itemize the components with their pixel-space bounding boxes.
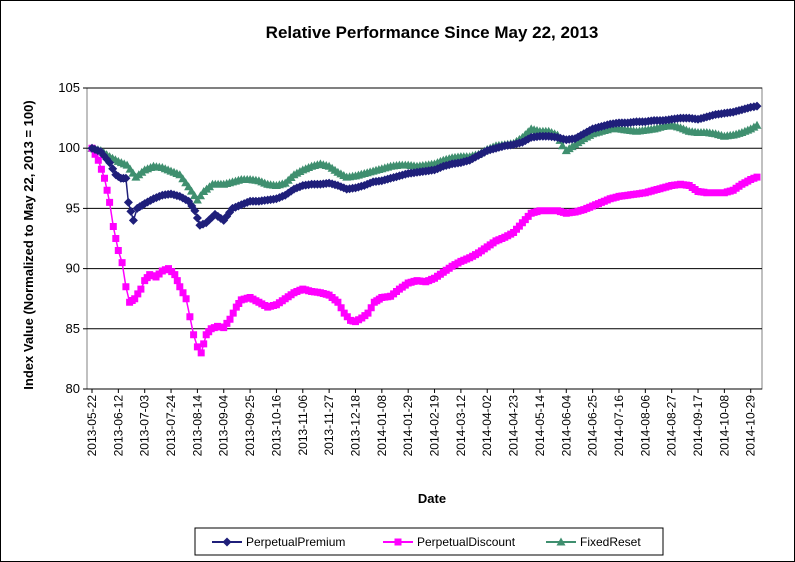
legend-marker — [222, 537, 232, 547]
legend-label: FixedReset — [580, 535, 641, 549]
x-tick-label: 2013-05-22 — [85, 395, 99, 457]
x-tick-label: 2014-07-16 — [612, 395, 626, 457]
legend-box — [194, 527, 664, 556]
legend-label: PerpetualPremium — [246, 535, 345, 549]
x-tick-label: 2013-08-14 — [190, 395, 204, 457]
x-tick-label: 2014-05-14 — [533, 395, 547, 457]
x-tick-label: 2014-08-27 — [665, 395, 679, 457]
x-tick-label: 2014-10-29 — [744, 395, 758, 457]
x-tick-label: 2013-09-25 — [243, 395, 257, 457]
x-tick-label: 2014-09-17 — [691, 395, 705, 457]
x-tick-label: 2014-06-04 — [559, 395, 573, 457]
series-markers — [87, 120, 762, 204]
legend-marker — [394, 538, 402, 546]
x-tick-label: 2014-10-08 — [717, 395, 731, 457]
y-axis-title: Index Value (Normalized to May 22, 2013 … — [21, 100, 36, 389]
series-FixedReset — [87, 120, 762, 204]
legend-label: PerpetualDiscount — [417, 535, 516, 549]
x-axis-title: Date — [418, 491, 446, 506]
series-layer — [87, 101, 762, 357]
gridlines — [87, 87, 762, 390]
y-tick-label: 100 — [58, 140, 80, 155]
x-tick-label: 2014-04-02 — [480, 395, 494, 457]
series-markers — [88, 144, 761, 357]
y-tick-label: 85 — [66, 321, 80, 336]
series-PerpetualPremium — [87, 101, 762, 230]
x-tick-label: 2014-02-19 — [428, 395, 442, 457]
x-tick-label: 2013-11-27 — [322, 395, 336, 456]
x-tick-label: 2013-09-04 — [217, 395, 231, 457]
legend: PerpetualPremium PerpetualDiscount FixedRe… — [194, 527, 664, 556]
plot-area — [86, 87, 763, 390]
y-tick-label: 95 — [66, 200, 80, 215]
y-tick-label: 90 — [66, 261, 80, 276]
legend-marker — [556, 537, 566, 546]
x-tick-label: 2014-06-25 — [586, 395, 600, 457]
x-tick-label: 2014-03-12 — [454, 395, 468, 457]
series-markers — [87, 101, 762, 230]
x-tick-label: 2013-10-16 — [269, 395, 283, 457]
series-PerpetualDiscount — [88, 144, 761, 357]
x-tick-label: 2014-08-06 — [638, 395, 652, 457]
plot-border — [86, 87, 763, 390]
x-tick-label: 2013-11-06 — [296, 395, 310, 456]
y-axis-ticks: 80 85 90 95 100 105 — [58, 80, 87, 396]
x-tick-label: 2013-12-18 — [348, 395, 362, 457]
chart-title: Relative Performance Since May 22, 2013 — [266, 23, 599, 42]
x-tick-label: 2013-06-12 — [111, 395, 125, 457]
x-tick-label: 2014-01-29 — [401, 395, 415, 457]
x-tick-label: 2014-01-08 — [375, 395, 389, 457]
x-axis-ticks: 2013-05-22 2013-06-12 2013-07-03 2013-07-24… — [85, 389, 758, 456]
x-tick-label: 2013-07-03 — [138, 395, 152, 457]
y-tick-label: 105 — [58, 80, 80, 95]
x-tick-label: 2014-04-23 — [507, 395, 521, 457]
y-tick-label: 80 — [66, 381, 80, 396]
x-tick-label: 2013-07-24 — [164, 395, 178, 457]
